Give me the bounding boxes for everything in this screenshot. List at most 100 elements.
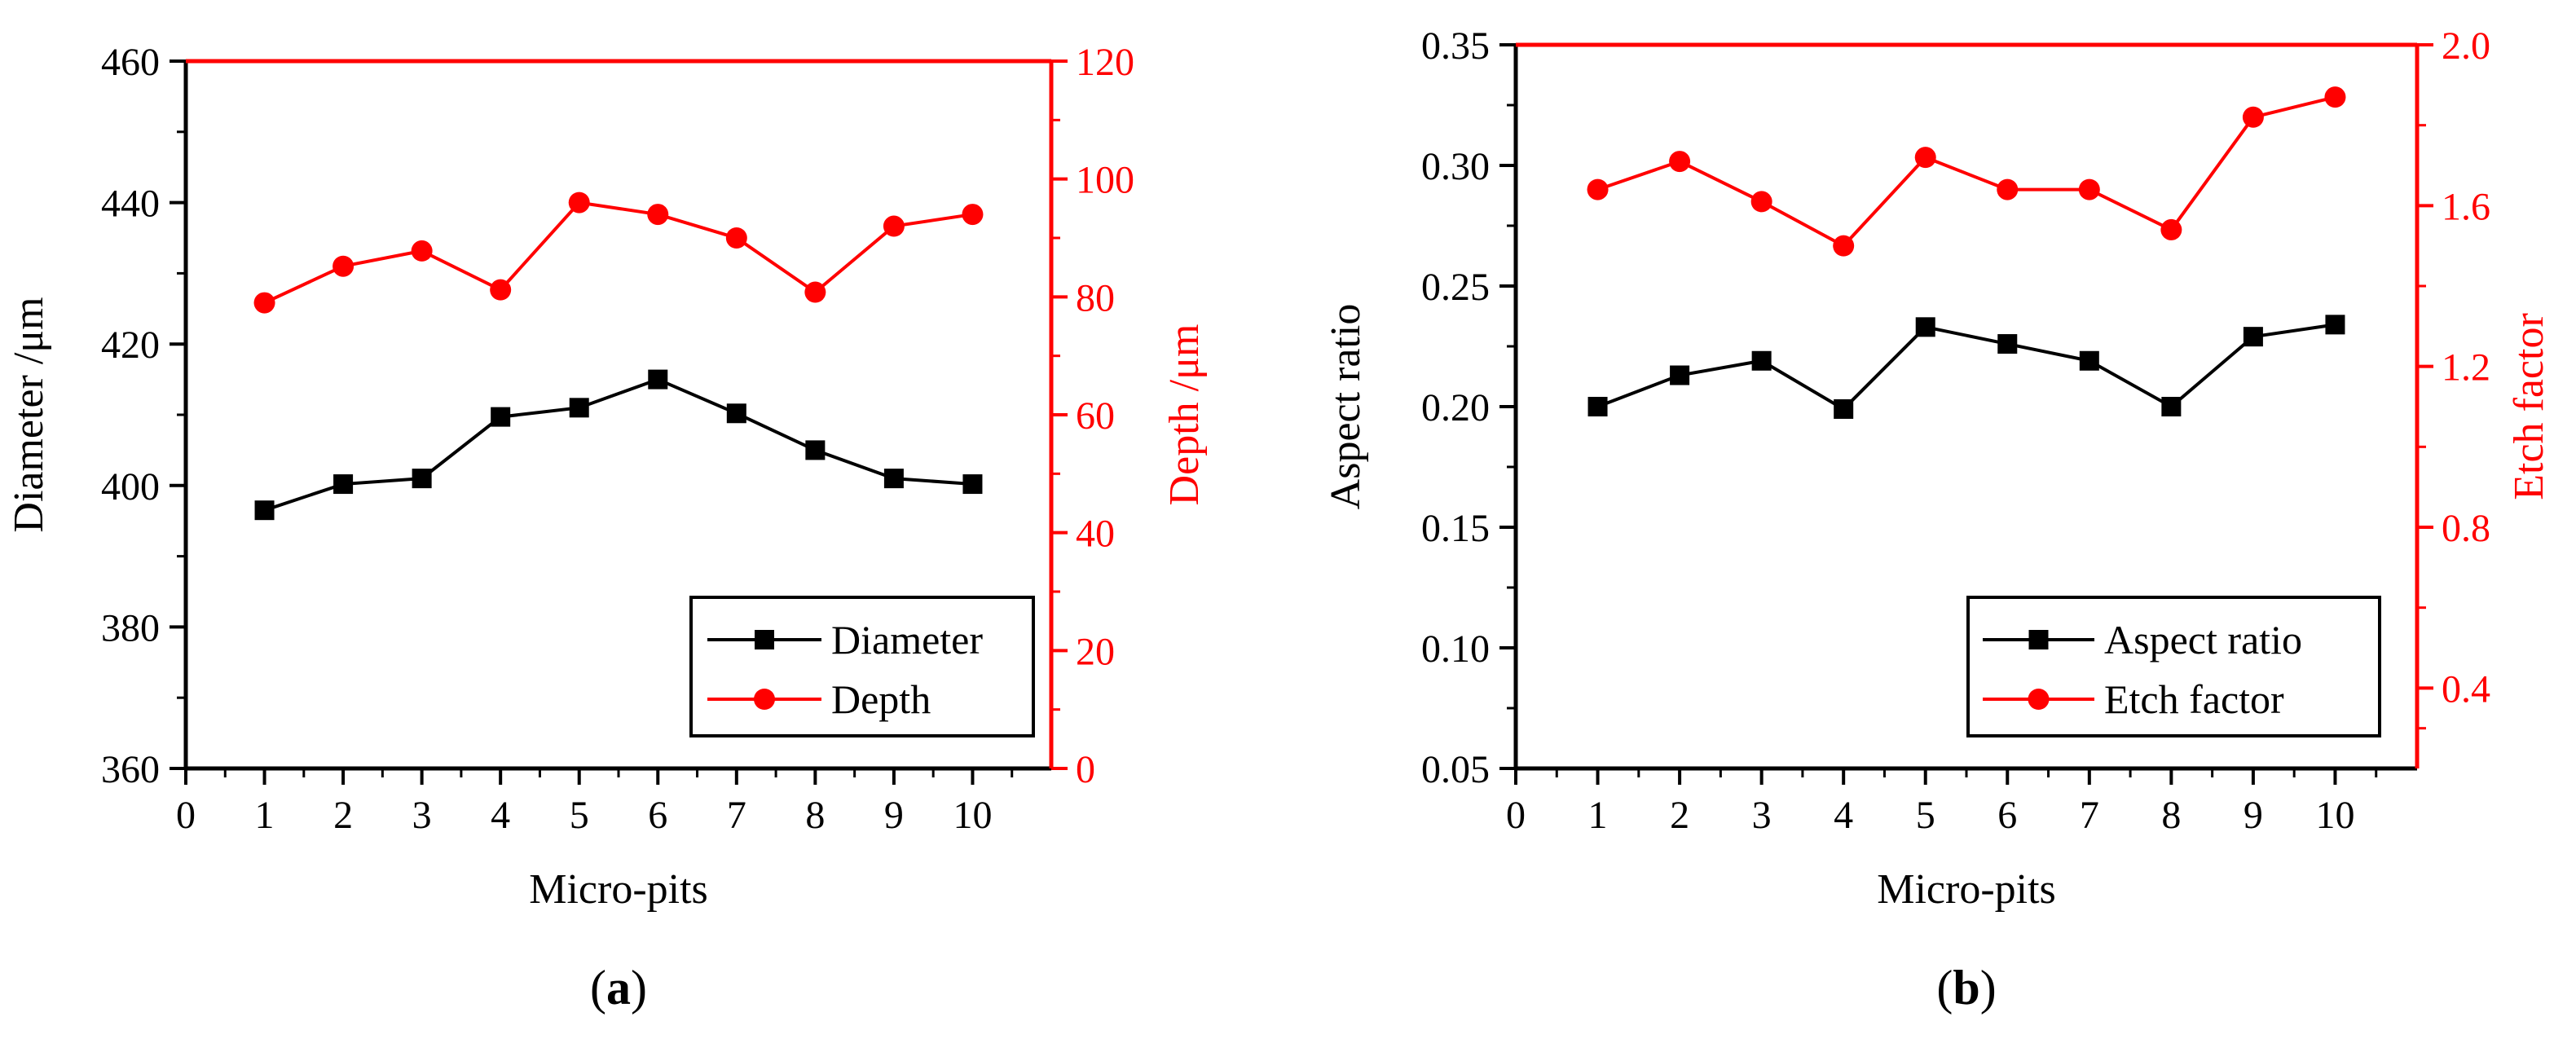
left-tick-label: 360 [101, 748, 160, 791]
right-tick-label: 80 [1076, 276, 1115, 319]
chart-panel-b: 0 1 2 3 4 5 6 7 8 9 10 0.05 0.10 0.15 0.20 0.25 0.30 0.35… [1323, 24, 2552, 1015]
data-point-square [1670, 365, 1690, 385]
left-tick-label: 0.05 [1421, 748, 1490, 791]
panel-label-open: ( [1936, 961, 1953, 1015]
panel-label: (b) [1936, 961, 1996, 1015]
x-tick-label: 1 [255, 794, 275, 837]
panel-label-open: ( [590, 961, 606, 1015]
x-axis-title: Micro-pits [529, 866, 708, 913]
data-point-circle [1997, 178, 2019, 200]
x-tick-label: 7 [727, 794, 746, 837]
legend-marker-square [755, 630, 774, 649]
series-line-diameter [263, 377, 973, 513]
right-axis-title: Etch factor [2506, 313, 2552, 500]
x-tick-label: 5 [570, 794, 589, 837]
data-point-square [1915, 317, 1935, 337]
right-tick-label: 0.8 [2442, 507, 2490, 550]
left-tick-label: 460 [101, 41, 160, 84]
series-line-etch-factor [1596, 95, 2336, 249]
data-point-square [1834, 398, 1854, 419]
x-tick-label: 9 [884, 794, 904, 837]
legend-marker-circle [2028, 689, 2050, 710]
x-tick-label: 3 [1752, 794, 1772, 837]
legend-label: Etch factor [2104, 676, 2284, 722]
data-point-square [569, 398, 589, 418]
chart-panel-a: 0 1 2 3 4 5 6 7 8 9 10 360 380 400 420 440 460 0 20 40 60 80 1… [6, 41, 1208, 1015]
legend: Diameter Depth [689, 596, 1035, 737]
right-tick-label: 40 [1076, 513, 1115, 556]
left-tick-label: 0.15 [1421, 507, 1490, 550]
data-point-square [254, 500, 275, 521]
x-tick-label: 1 [1588, 794, 1608, 837]
panel-label-letter: b [1953, 961, 1979, 1015]
data-point-circle [1669, 151, 1691, 173]
right-tick-label: 2.0 [2442, 24, 2490, 68]
data-point-square [2325, 315, 2345, 335]
panel-label-letter: a [606, 961, 631, 1015]
legend-marker-circle [754, 689, 775, 710]
left-tick-label: 0.10 [1421, 627, 1490, 671]
data-point-circle [253, 292, 275, 314]
data-point-square [333, 474, 354, 495]
x-axis-title: Micro-pits [1877, 866, 2056, 913]
data-point-square [2243, 327, 2263, 347]
data-point-square [491, 407, 511, 427]
x-tick-label: 2 [333, 794, 353, 837]
left-tick-label: 0.35 [1421, 24, 1490, 68]
legend-marker-square [2028, 630, 2049, 649]
left-tick-label: 380 [101, 606, 160, 649]
left-axis-title: Aspect ratio [1323, 304, 1369, 510]
data-point-circle [411, 240, 433, 262]
data-point-circle [804, 281, 826, 303]
right-tick-label: 20 [1076, 630, 1115, 673]
data-point-circle [962, 204, 984, 226]
data-point-circle [2324, 86, 2346, 108]
x-tick-label: 3 [412, 794, 432, 837]
x-tick-label: 4 [491, 794, 510, 837]
data-point-square [1997, 334, 2018, 354]
x-tick-label: 5 [1916, 794, 1935, 837]
data-point-circle [883, 215, 905, 237]
series-line-depth [263, 200, 973, 305]
x-tick-label: 7 [2080, 794, 2099, 837]
x-tick-label: 8 [2161, 794, 2181, 837]
data-point-circle [490, 279, 512, 301]
data-point-square [962, 474, 983, 495]
legend-label: Aspect ratio [2104, 617, 2302, 663]
left-tick-label: 0.20 [1421, 386, 1490, 429]
data-point-circle [332, 255, 354, 277]
data-point-square [726, 403, 746, 424]
data-point-square [412, 469, 432, 489]
data-point-square [1587, 397, 1608, 416]
legend: Aspect ratio Etch factor [1966, 596, 2381, 737]
x-tick-label: 10 [2315, 794, 2354, 837]
legend-label: Depth [831, 676, 931, 722]
data-point-square [883, 469, 904, 489]
right-tick-label: 120 [1076, 41, 1134, 84]
right-axis-title: Depth /μm [1161, 324, 1208, 506]
data-point-square [648, 369, 668, 390]
x-tick-label: 6 [648, 794, 667, 837]
right-tick-label: 0.4 [2442, 667, 2490, 711]
data-point-circle [2078, 178, 2100, 200]
panel-label-close: ) [1980, 961, 1997, 1015]
data-point-circle [725, 227, 747, 249]
data-point-circle [1750, 191, 1772, 213]
data-point-square [2079, 350, 2099, 371]
data-point-square [2161, 397, 2182, 416]
legend-label: Diameter [831, 617, 983, 663]
data-point-circle [2160, 218, 2182, 240]
data-point-circle [647, 204, 669, 226]
left-tick-label: 440 [101, 183, 160, 226]
right-tick-label: 100 [1076, 159, 1134, 202]
x-tick-label: 0 [1506, 794, 1526, 837]
left-axis-title: Diameter /μm [6, 297, 52, 532]
data-point-circle [568, 192, 590, 214]
x-tick-label: 10 [953, 794, 992, 837]
right-tick-label: 0 [1076, 748, 1095, 791]
right-tick-label: 60 [1076, 394, 1115, 438]
x-tick-label: 9 [2244, 794, 2263, 837]
left-tick-label: 0.25 [1421, 266, 1490, 309]
x-tick-label: 4 [1834, 794, 1853, 837]
